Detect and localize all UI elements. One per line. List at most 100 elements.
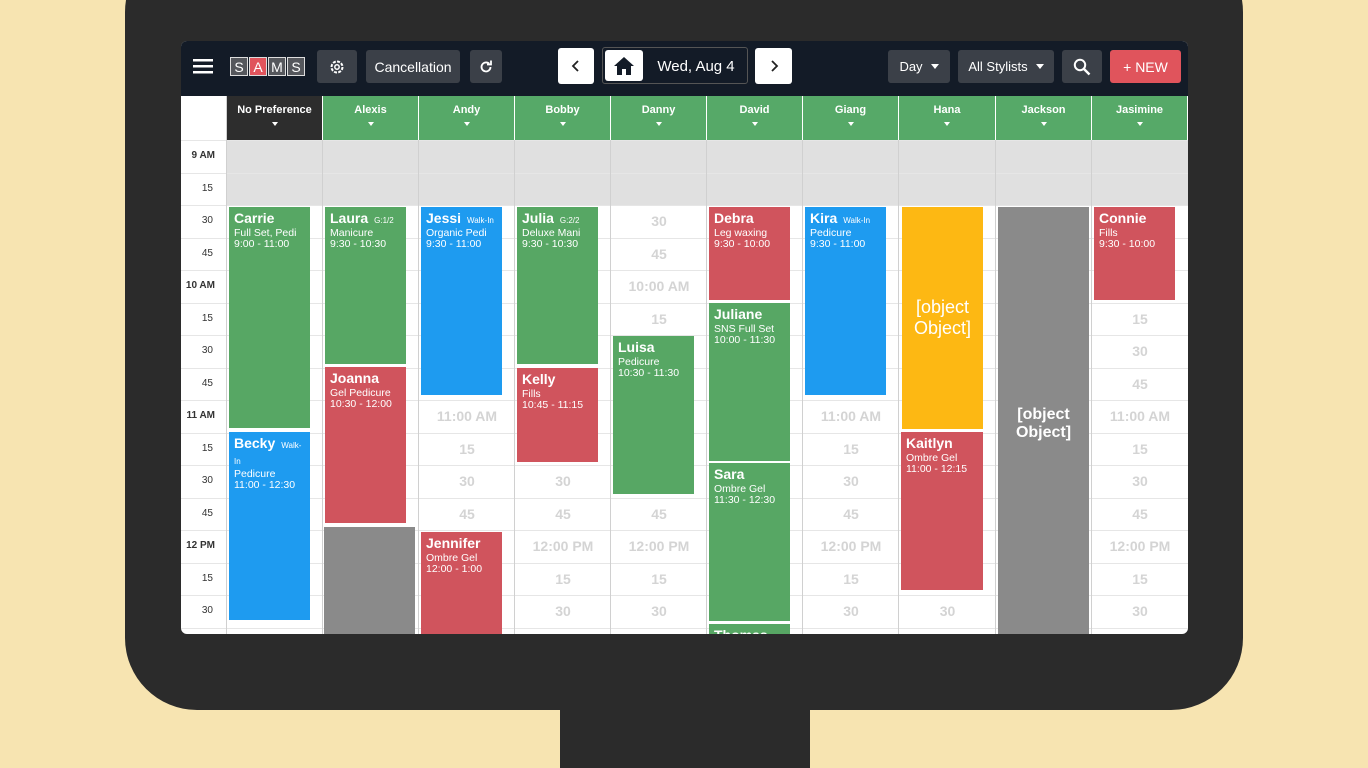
appointment[interactable]: Sara Ombre Gel 11:30 - 12:30 [709, 463, 790, 621]
column-line [226, 96, 227, 634]
client-name: Thomas [714, 627, 785, 634]
appointment[interactable]: Kelly Fills 10:45 - 11:15 [517, 368, 598, 462]
appointment[interactable]: Thomas [709, 624, 790, 634]
appointment-tag: G:2/2 [559, 216, 580, 225]
cancellation-button[interactable]: Cancellation [366, 50, 460, 83]
slot-time-label: 45 [651, 245, 667, 262]
row-line [181, 497, 1188, 499]
stylist-name: Alexis [354, 104, 387, 116]
today-button[interactable] [605, 50, 643, 81]
client-name: Joanna [330, 370, 401, 386]
row-line [181, 172, 1188, 174]
service: Ombre Gel [426, 552, 478, 564]
slot-time-label: 11:00 AM [820, 408, 882, 424]
view-dropdown-label: Day [899, 59, 923, 74]
slot-time-label: 30 [1132, 473, 1148, 489]
appointment-time: 11:00 - 12:15 [906, 463, 968, 475]
client-name: Sara [714, 466, 785, 482]
stylist-header[interactable]: Giang [803, 96, 899, 140]
row-line [181, 595, 1188, 596]
slot-time-label: 15 [843, 440, 859, 457]
service: Organic Pedi [426, 227, 487, 239]
appointment[interactable]: Becky Walk-In Pedicure 11:00 - 12:30 [229, 432, 310, 620]
slot-time-label: 15 [651, 570, 667, 587]
slot-time-label: 30 [843, 603, 859, 619]
service: Deluxe Mani [522, 227, 581, 239]
column-line [610, 96, 611, 634]
appointment[interactable]: Kira Walk-In Pedicure 9:30 - 11:00 [805, 207, 886, 395]
slot-time-label: 15 [651, 310, 667, 327]
stylist-header[interactable]: Jackson [996, 96, 1092, 140]
appointment[interactable]: Julia G:2/2 Deluxe Mani 9:30 - 10:30 [517, 207, 598, 364]
dropdown-caret [944, 122, 950, 126]
client-name-text: Debra [714, 210, 754, 226]
appointment-time: 9:30 - 10:30 [330, 238, 387, 250]
appointment[interactable]: Jennifer Ombre Gel 12:00 - 1:00 [421, 532, 502, 634]
appointment-time: 9:30 - 10:00 [1099, 238, 1156, 250]
dropdown-caret [1040, 122, 1047, 126]
stylist-name: Bobby [545, 104, 580, 116]
stylist-dropdown[interactable]: All Stylists [958, 50, 1054, 83]
slot-time-label: 30 [1132, 603, 1148, 619]
settings-button[interactable] [317, 50, 357, 83]
stylist-header[interactable]: No Preference [227, 96, 323, 140]
view-dropdown[interactable]: Day [888, 50, 950, 83]
appointment[interactable]: Jessi Walk-In Organic Pedi 9:30 - 11:00 [421, 207, 502, 395]
stylist-header[interactable]: Bobby [515, 96, 611, 140]
appointment[interactable]: Joanna Gel Pedicure 10:30 - 12:00 [325, 367, 406, 523]
blocked-time[interactable]: [object Object] [998, 207, 1089, 634]
row-line [181, 530, 1188, 531]
next-day-button[interactable] [755, 48, 792, 84]
appointment-time: 9:30 - 10:00 [714, 238, 771, 250]
slot-time-label: 15 [1132, 570, 1148, 587]
service: Pedicure [234, 468, 276, 480]
client-name: Carrie [234, 210, 305, 226]
stylist-header[interactable]: David [707, 96, 803, 140]
stylist-name: David [739, 104, 770, 116]
blocked-time[interactable]: [object Object] [902, 207, 983, 429]
service: Pedicure [810, 227, 852, 239]
slot-time-label: 45 [555, 505, 571, 522]
client-name: Kira Walk-In [810, 210, 881, 226]
stylist-header[interactable]: Hana [899, 96, 996, 140]
client-name-text: Julia [522, 210, 554, 226]
appointment[interactable]: Kaitlyn Ombre Gel 11:00 - 12:15 [901, 432, 983, 590]
stylist-name: Jackson [1021, 104, 1066, 116]
appointment-time: 9:30 - 11:00 [426, 238, 482, 250]
appointment[interactable]: Luisa Pedicure 10:30 - 11:30 [613, 336, 694, 494]
appointment[interactable]: Laura G:1/2 Manicure 9:30 - 10:30 [325, 207, 406, 364]
slot-time-label: 45 [1132, 505, 1148, 522]
search-button[interactable] [1062, 50, 1102, 83]
row-line [181, 270, 1188, 271]
date-box [602, 47, 748, 84]
appointment[interactable]: Carrie Full Set, Pedi 9:00 - 11:00 [229, 207, 310, 428]
previous-day-button[interactable] [558, 48, 594, 84]
refresh-button[interactable] [470, 50, 502, 83]
dropdown-caret [1136, 122, 1143, 126]
menu-icon[interactable] [193, 58, 213, 75]
logo-letter: S [287, 57, 305, 76]
stylist-header[interactable]: Andy [419, 96, 515, 140]
time-label: 12 PM [186, 540, 215, 551]
column-line [995, 96, 996, 634]
slot-time-label: 30 [939, 603, 956, 619]
appointment[interactable]: Debra Leg waxing 9:30 - 10:00 [709, 207, 790, 300]
stylist-header[interactable]: Jasimine [1092, 96, 1188, 140]
stylist-name: Hana [933, 104, 961, 116]
slot-time-label: 15 [555, 570, 571, 587]
stylist-name: No Preference [237, 104, 312, 116]
slot-time-label: 30 [651, 213, 667, 229]
stylist-header[interactable]: Alexis [323, 96, 419, 140]
stylist-header[interactable]: Danny [611, 96, 707, 140]
appointment[interactable]: Juliane SNS Full Set 10:00 - 11:30 [709, 303, 790, 461]
column-line [802, 96, 803, 634]
slot-time-label: 12:00 PM [820, 538, 882, 554]
service: Ombre Gel [714, 483, 766, 495]
slot-time-label: 12:00 PM [628, 538, 690, 554]
service: Ombre Gel [906, 452, 958, 464]
appointment[interactable]: Connie Fills 9:30 - 10:00 [1094, 207, 1175, 300]
slot-time-label: 30 [651, 603, 667, 619]
new-button[interactable]: + NEW [1110, 50, 1181, 83]
time-label: 15 [201, 442, 213, 454]
client-name-text: Kelly [522, 371, 556, 387]
